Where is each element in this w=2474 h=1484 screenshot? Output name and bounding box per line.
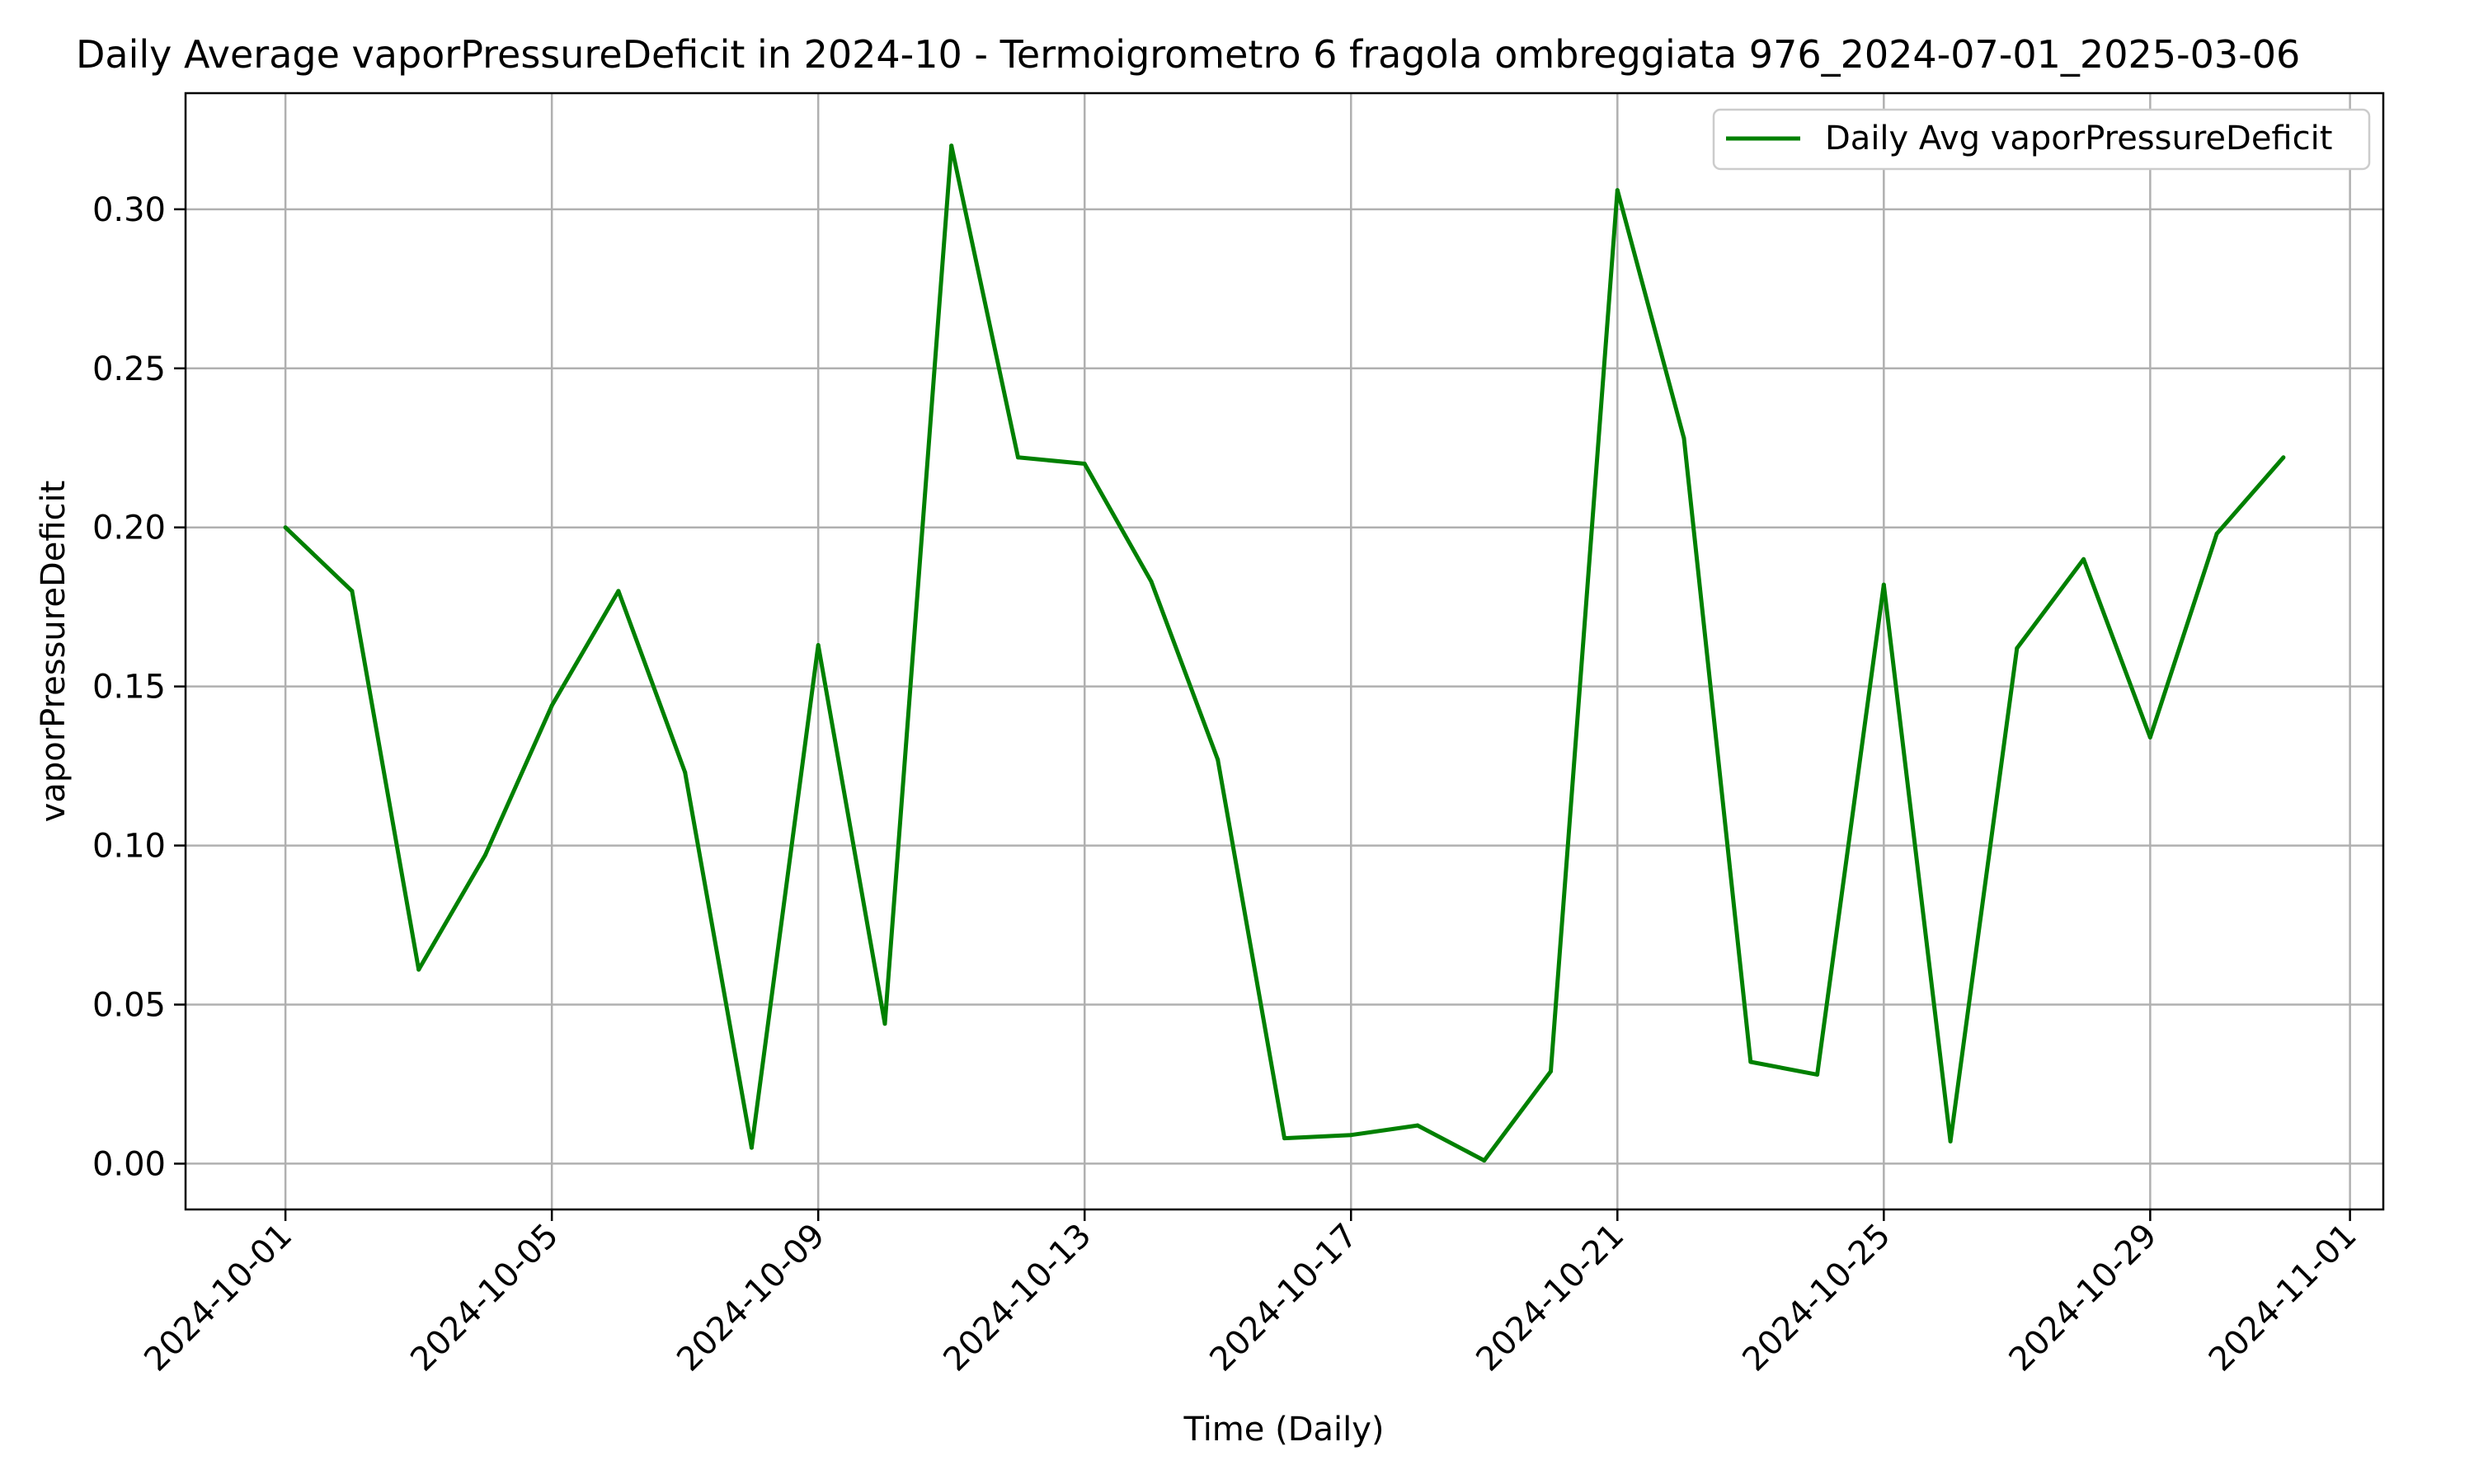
data-point — [1415, 1123, 1420, 1128]
data-point — [816, 643, 821, 647]
data-point — [2015, 646, 2020, 650]
plot-area-frame — [184, 92, 2385, 1211]
y-tick-label: 0.20 — [92, 510, 166, 547]
y-tick-label: 0.00 — [92, 1145, 166, 1183]
data-point — [1482, 1158, 1487, 1163]
y-tick-label: 0.25 — [92, 350, 166, 388]
data-point — [350, 589, 355, 594]
data-point — [1615, 188, 1620, 193]
x-axis-label: Time (Daily) — [1183, 1411, 1384, 1449]
y-tick-label: 0.30 — [92, 191, 166, 229]
data-point — [283, 525, 288, 530]
data-point — [1815, 1072, 1820, 1077]
data-point — [549, 703, 554, 708]
data-point — [1549, 1069, 1553, 1073]
data-point — [416, 967, 421, 972]
data-point — [882, 1021, 887, 1026]
legend-label: Daily Avg vaporPressureDeficit — [1825, 120, 2332, 157]
data-point — [482, 852, 487, 857]
data-point — [1948, 1139, 1953, 1144]
data-point — [1016, 455, 1020, 460]
data-point — [616, 589, 621, 594]
y-axis-label: vaporPressureDeficit — [35, 481, 73, 823]
legend-box — [1712, 108, 2371, 171]
series-lines — [283, 143, 2286, 1163]
data-point — [1748, 1059, 1753, 1064]
data-point — [949, 143, 954, 148]
data-point — [1216, 757, 1221, 762]
data-point — [2281, 455, 2286, 460]
data-point — [2081, 556, 2086, 561]
grid-lines — [186, 93, 2383, 1209]
data-point — [1149, 579, 1154, 584]
legend: Daily Avg vaporPressureDeficit — [1712, 108, 2371, 171]
y-tick-label: 0.15 — [92, 669, 166, 707]
y-tick-label: 0.05 — [92, 987, 166, 1025]
data-point — [1681, 436, 1686, 441]
data-point — [1348, 1133, 1353, 1138]
y-axis: 0.00 0.05 0.10 0.15 0.20 0.25 0.30 — [92, 191, 186, 1183]
data-point — [2147, 735, 2152, 740]
data-point — [683, 770, 688, 775]
chart-title: Daily Average vaporPressureDeficit in 20… — [76, 32, 2300, 77]
data-point — [1881, 582, 1886, 587]
data-point — [1282, 1136, 1286, 1141]
data-point — [1082, 462, 1087, 466]
data-point — [749, 1145, 754, 1150]
data-point — [2214, 531, 2219, 536]
y-tick-label: 0.10 — [92, 828, 166, 866]
